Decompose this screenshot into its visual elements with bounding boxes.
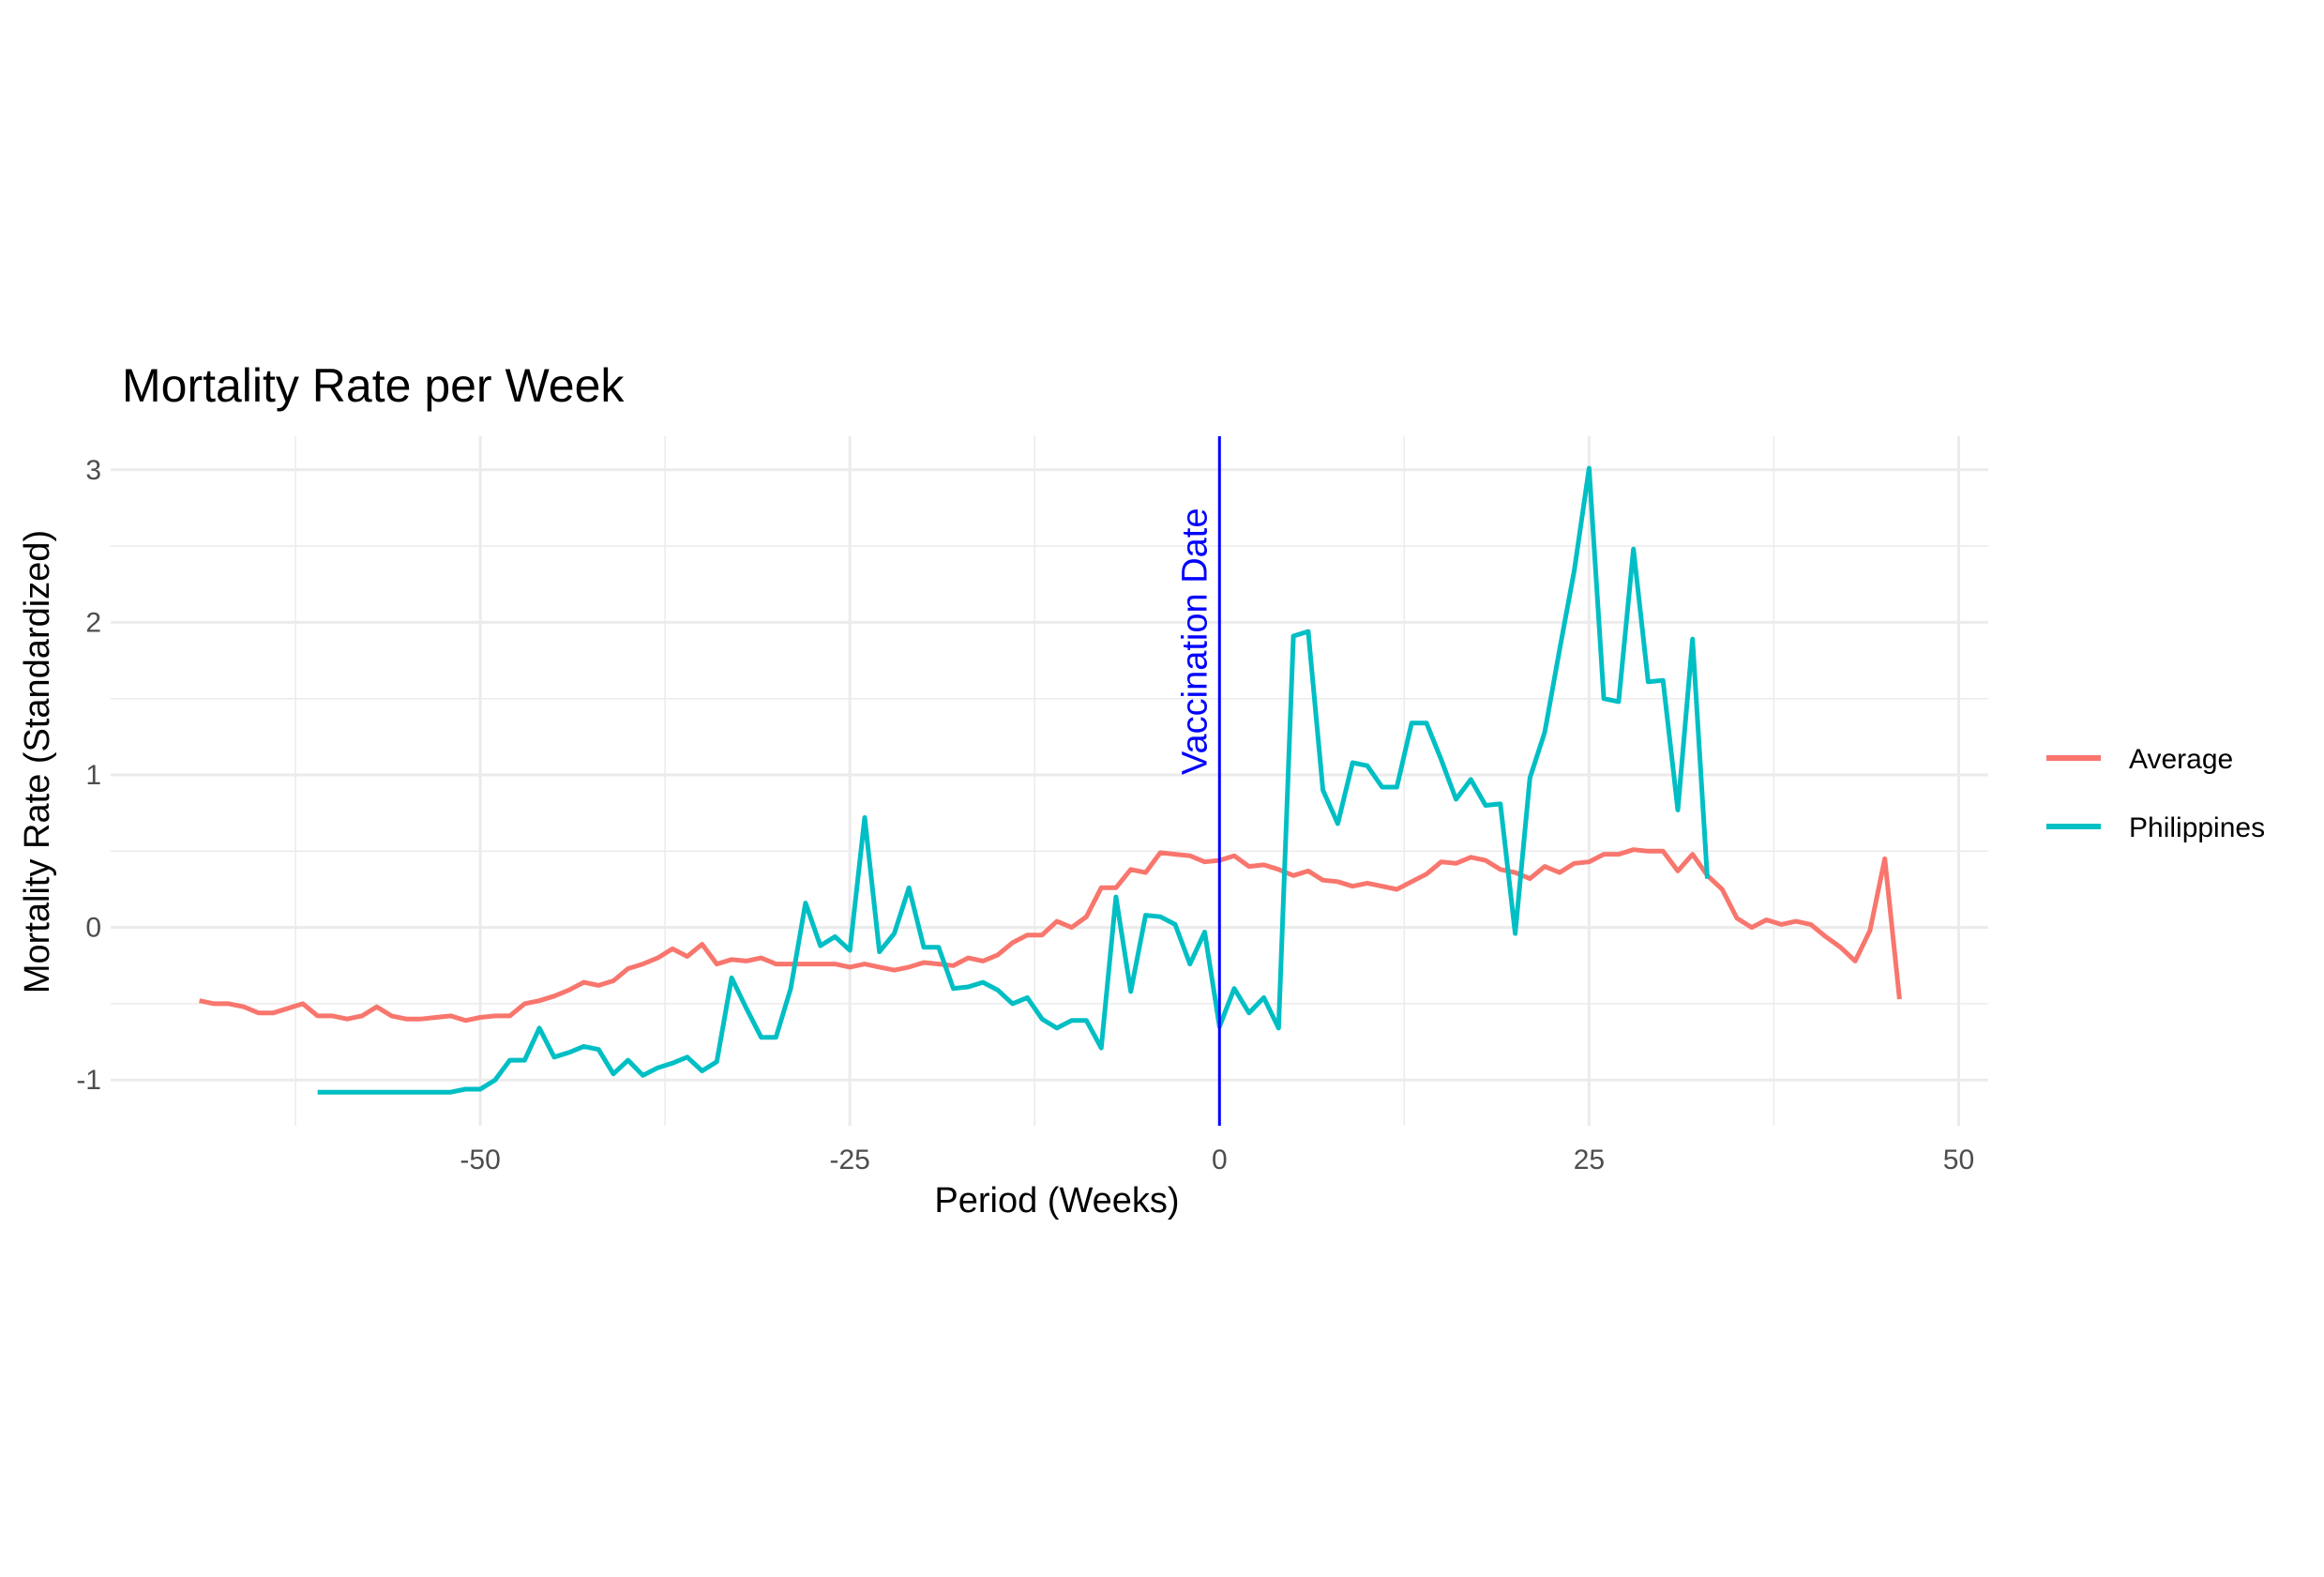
- y-tick-label: 1: [85, 760, 101, 791]
- legend-label-philippines: Philippines: [2129, 812, 2265, 843]
- chart-title: Mortality Rate per Week: [122, 359, 625, 412]
- legend: Average Philippines: [2046, 744, 2265, 843]
- y-tick-label: 0: [85, 913, 101, 944]
- x-axis-title: Period (Weeks): [934, 1181, 1179, 1221]
- x-tick-label: -25: [830, 1145, 870, 1175]
- series-lines: [199, 465, 1902, 1095]
- x-tick-label: 0: [1212, 1145, 1228, 1175]
- series-line-average: [199, 847, 1902, 1024]
- y-axis-title: Mortality Rate (Standardized): [18, 530, 57, 993]
- vaccination-date-marker: Vaccination Date: [1175, 436, 1221, 1126]
- x-tick-label: 25: [1574, 1145, 1605, 1175]
- x-axis-ticks: -50 -25 0 25 50: [460, 1145, 1974, 1175]
- x-tick-label: -50: [460, 1145, 500, 1175]
- x-tick-label: 50: [1943, 1145, 1974, 1175]
- y-axis-ticks: -1 0 1 2 3: [76, 455, 101, 1096]
- y-tick-label: 3: [85, 455, 101, 486]
- y-tick-label: 2: [85, 607, 101, 638]
- series-line-philippines: [317, 465, 1710, 1095]
- vaccination-date-label: Vaccination Date: [1175, 508, 1215, 775]
- minor-grid: [111, 436, 1988, 1126]
- y-tick-label: -1: [76, 1065, 101, 1096]
- legend-label-average: Average: [2129, 744, 2233, 775]
